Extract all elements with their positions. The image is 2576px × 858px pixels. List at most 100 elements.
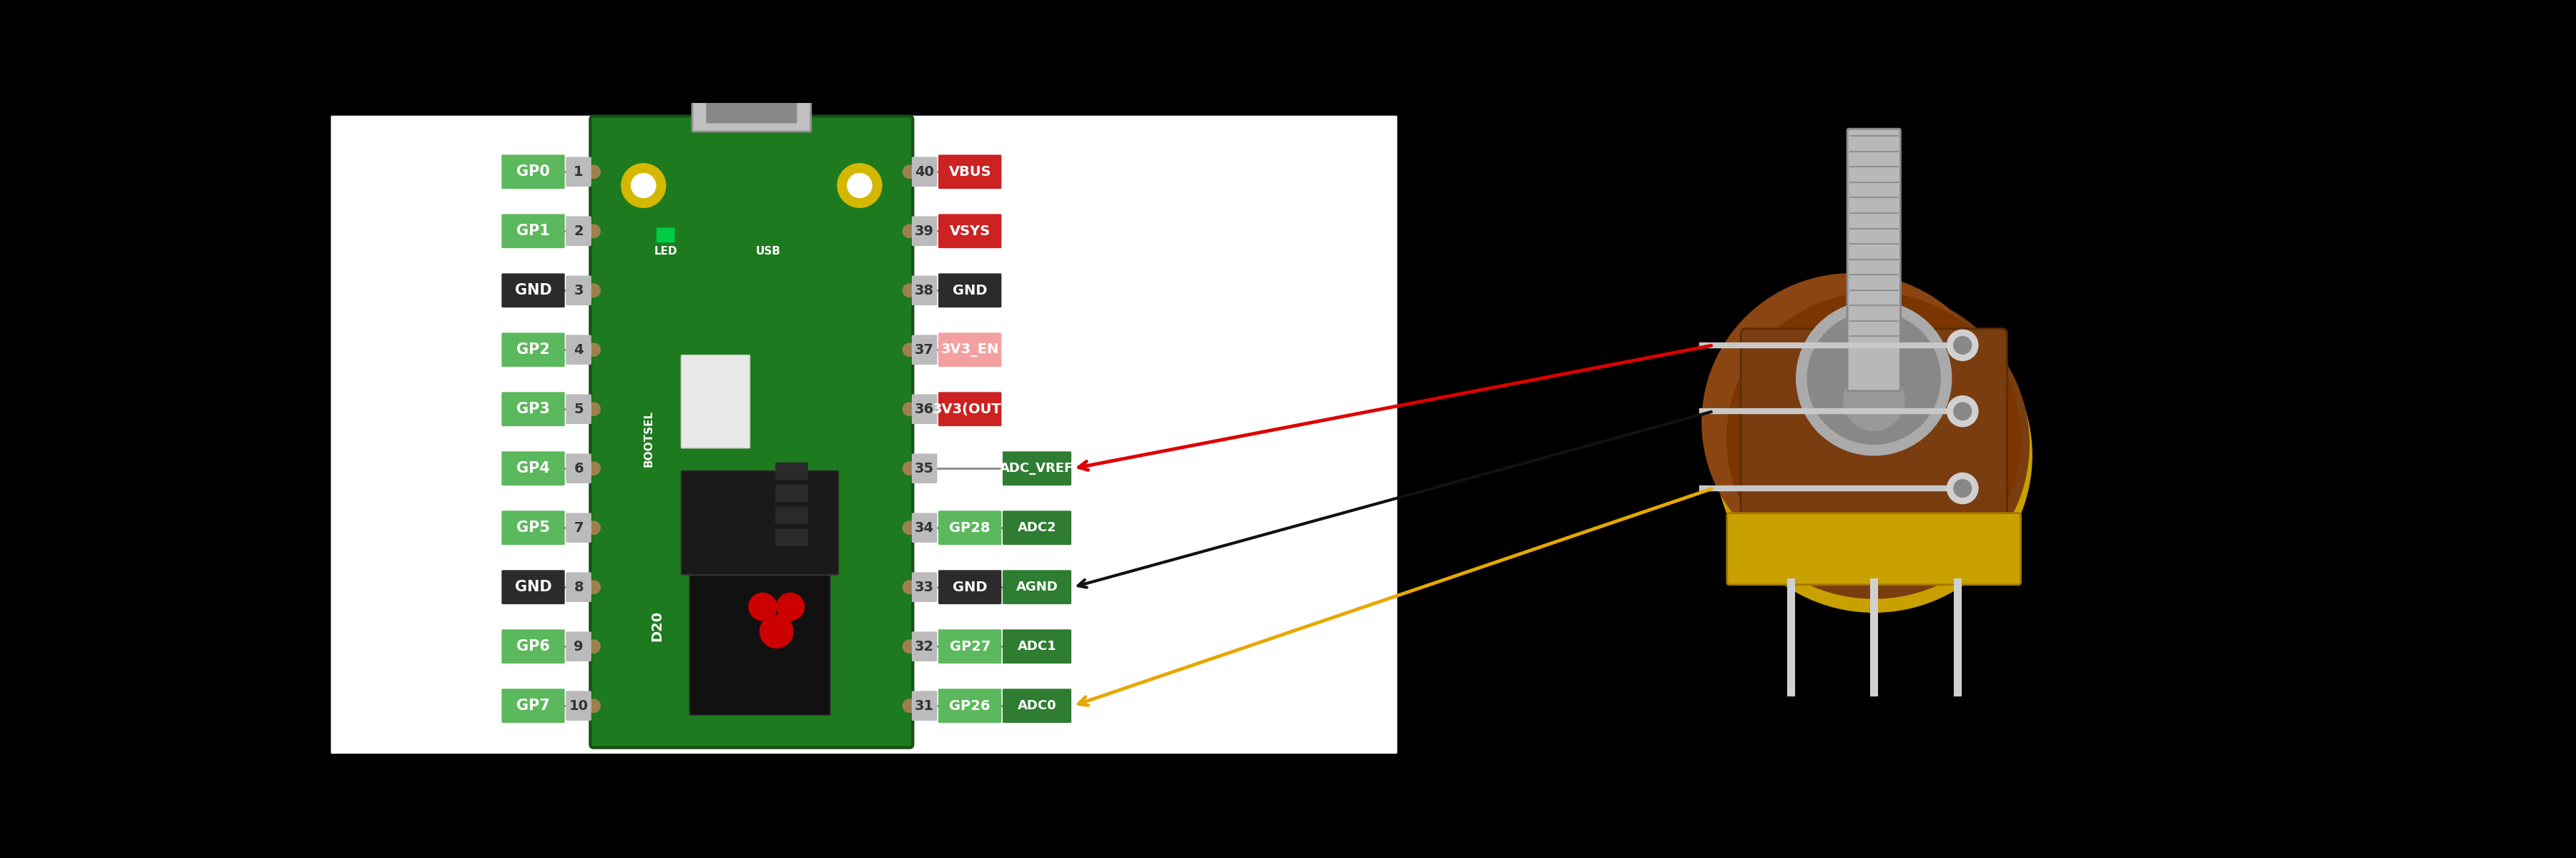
Text: 3: 3 — [574, 284, 582, 297]
Text: GND: GND — [515, 580, 551, 595]
Text: 1: 1 — [639, 182, 649, 195]
Circle shape — [1953, 336, 1971, 354]
FancyBboxPatch shape — [567, 631, 592, 662]
Text: 39: 39 — [853, 183, 868, 194]
Circle shape — [837, 164, 881, 208]
Text: GND: GND — [953, 580, 987, 594]
Text: 3V3(OUT): 3V3(OUT) — [933, 402, 1007, 416]
Circle shape — [848, 173, 871, 197]
Circle shape — [587, 284, 600, 297]
Text: GP7: GP7 — [515, 698, 549, 713]
FancyBboxPatch shape — [706, 75, 796, 124]
Text: GP1: GP1 — [515, 224, 549, 239]
FancyBboxPatch shape — [912, 631, 938, 662]
Text: 33: 33 — [914, 580, 935, 594]
Circle shape — [1947, 473, 1978, 504]
FancyBboxPatch shape — [502, 511, 564, 545]
FancyBboxPatch shape — [912, 395, 938, 424]
FancyBboxPatch shape — [1741, 329, 2007, 516]
Circle shape — [587, 343, 600, 356]
Circle shape — [1953, 402, 1971, 420]
FancyBboxPatch shape — [912, 454, 938, 483]
Circle shape — [1844, 370, 1904, 431]
Text: 7: 7 — [574, 521, 582, 535]
FancyBboxPatch shape — [502, 274, 564, 307]
Circle shape — [1829, 356, 1919, 444]
Text: 10: 10 — [569, 699, 587, 713]
FancyBboxPatch shape — [938, 274, 1002, 307]
Circle shape — [902, 581, 917, 594]
Circle shape — [902, 225, 917, 238]
Text: 38: 38 — [914, 284, 935, 297]
FancyBboxPatch shape — [680, 471, 840, 575]
Text: ADC_VREF: ADC_VREF — [999, 462, 1074, 474]
Circle shape — [775, 593, 804, 620]
FancyBboxPatch shape — [567, 275, 592, 305]
Text: GP3: GP3 — [515, 402, 549, 416]
Text: 34: 34 — [914, 521, 935, 535]
Text: VBUS: VBUS — [948, 165, 992, 178]
FancyBboxPatch shape — [1002, 511, 1072, 545]
Text: ADC1: ADC1 — [1018, 640, 1056, 653]
Text: GP4: GP4 — [515, 462, 549, 475]
Circle shape — [902, 462, 917, 475]
FancyBboxPatch shape — [690, 576, 829, 716]
Circle shape — [760, 615, 793, 648]
FancyBboxPatch shape — [1847, 129, 1901, 391]
FancyBboxPatch shape — [938, 630, 1002, 663]
FancyBboxPatch shape — [912, 572, 938, 602]
FancyBboxPatch shape — [1002, 451, 1072, 486]
FancyBboxPatch shape — [502, 570, 564, 604]
Text: 40: 40 — [914, 165, 935, 178]
FancyBboxPatch shape — [657, 227, 675, 243]
FancyBboxPatch shape — [567, 513, 592, 542]
FancyBboxPatch shape — [938, 689, 1002, 723]
Text: 35: 35 — [914, 462, 935, 475]
Text: USB: USB — [755, 246, 781, 257]
FancyBboxPatch shape — [1002, 570, 1072, 604]
Text: GP28: GP28 — [951, 521, 992, 535]
Text: AGND: AGND — [1015, 581, 1059, 594]
FancyBboxPatch shape — [567, 572, 592, 602]
Circle shape — [621, 164, 665, 208]
Circle shape — [902, 402, 917, 416]
FancyBboxPatch shape — [938, 154, 1002, 189]
FancyBboxPatch shape — [1726, 513, 2020, 584]
Circle shape — [1953, 480, 1971, 497]
FancyBboxPatch shape — [912, 335, 938, 365]
FancyBboxPatch shape — [502, 333, 564, 367]
Text: GP5: GP5 — [515, 521, 549, 535]
Text: D20: D20 — [652, 611, 665, 642]
FancyBboxPatch shape — [502, 689, 564, 723]
FancyBboxPatch shape — [938, 511, 1002, 545]
FancyBboxPatch shape — [912, 691, 938, 721]
Circle shape — [587, 225, 600, 238]
FancyBboxPatch shape — [567, 691, 592, 721]
Text: 8: 8 — [574, 580, 585, 594]
Text: 32: 32 — [914, 640, 935, 653]
Text: 36: 36 — [914, 402, 935, 416]
FancyBboxPatch shape — [693, 66, 811, 131]
FancyBboxPatch shape — [912, 513, 938, 542]
FancyBboxPatch shape — [502, 630, 564, 663]
FancyBboxPatch shape — [912, 216, 938, 246]
FancyBboxPatch shape — [938, 214, 1002, 248]
Circle shape — [1947, 329, 1978, 360]
FancyBboxPatch shape — [938, 392, 1002, 426]
Text: GP2: GP2 — [515, 342, 549, 357]
FancyBboxPatch shape — [912, 157, 938, 187]
Circle shape — [750, 593, 775, 620]
FancyBboxPatch shape — [590, 116, 912, 747]
Text: 37: 37 — [914, 343, 935, 357]
Circle shape — [902, 284, 917, 297]
FancyBboxPatch shape — [1406, 168, 2308, 698]
Circle shape — [587, 166, 600, 178]
Circle shape — [1947, 396, 1978, 426]
FancyBboxPatch shape — [502, 451, 564, 486]
Circle shape — [902, 343, 917, 356]
FancyBboxPatch shape — [330, 116, 1396, 753]
Circle shape — [587, 581, 600, 594]
Circle shape — [902, 521, 917, 535]
Text: 9: 9 — [574, 640, 582, 653]
FancyBboxPatch shape — [912, 275, 938, 305]
